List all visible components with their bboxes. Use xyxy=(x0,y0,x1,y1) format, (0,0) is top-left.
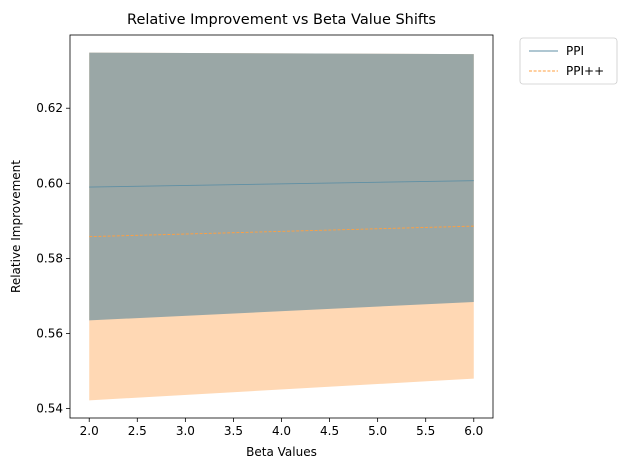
x-axis: 2.0 2.5 3.0 3.5 4.0 4.5 5.0 5.5 6.0 xyxy=(80,418,483,438)
y-tick-label: 0.58 xyxy=(36,251,63,265)
x-tick-label: 4.5 xyxy=(320,424,339,438)
y-axis-label: Relative Improvement xyxy=(9,160,23,293)
series-lines xyxy=(89,180,474,238)
x-tick-label: 3.5 xyxy=(224,424,243,438)
y-tick-label: 0.62 xyxy=(36,101,63,115)
legend-label: PPI xyxy=(566,44,584,58)
legend-label: PPI++ xyxy=(566,64,604,78)
x-tick-label: 3.0 xyxy=(176,424,195,438)
x-tick-label: 2.5 xyxy=(128,424,147,438)
y-tick-label: 0.54 xyxy=(36,402,63,416)
x-tick-label: 4.0 xyxy=(272,424,291,438)
line-ppi xyxy=(89,180,474,188)
y-axis: 0.54 0.56 0.58 0.60 0.62 xyxy=(36,101,70,416)
band-ppi xyxy=(89,52,474,321)
x-tick-label: 6.0 xyxy=(464,424,483,438)
legend-box xyxy=(519,37,618,85)
confidence-bands xyxy=(89,52,474,401)
legend: PPI PPI++ xyxy=(519,37,618,85)
chart-title: Relative Improvement vs Beta Value Shift… xyxy=(127,12,436,28)
y-tick-label: 0.56 xyxy=(36,327,63,341)
x-tick-label: 2.0 xyxy=(80,424,99,438)
y-tick-label: 0.60 xyxy=(36,176,63,190)
x-axis-label: Beta Values xyxy=(246,445,317,459)
x-tick-label: 5.5 xyxy=(416,424,435,438)
x-tick-label: 5.0 xyxy=(368,424,387,438)
